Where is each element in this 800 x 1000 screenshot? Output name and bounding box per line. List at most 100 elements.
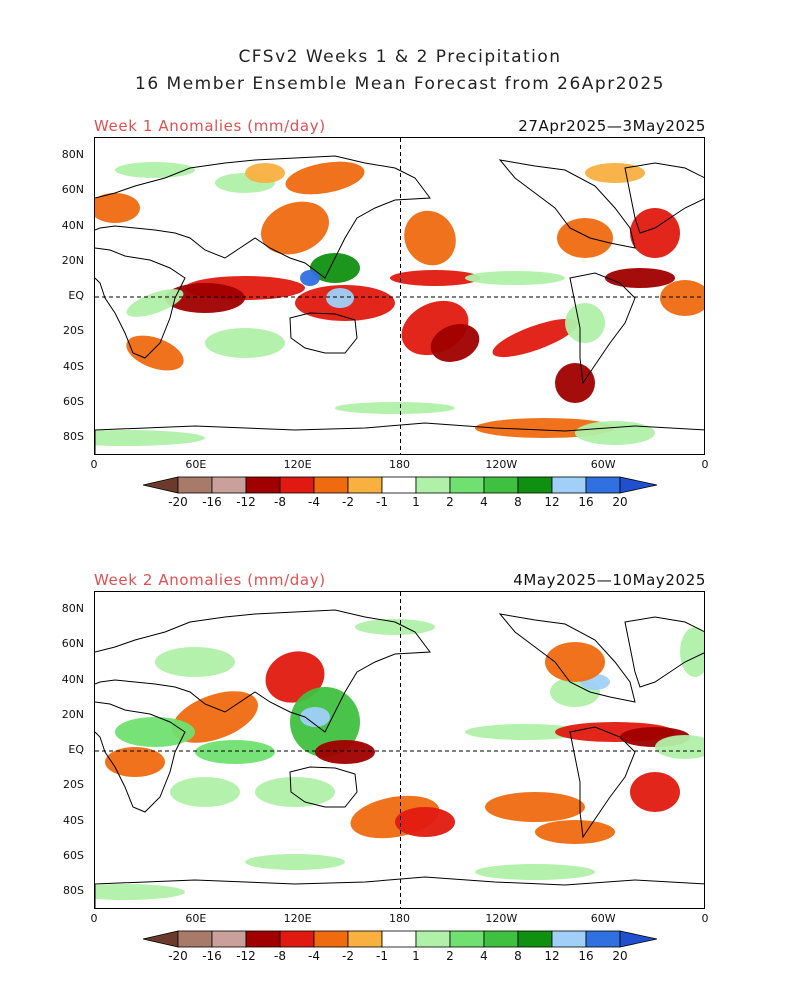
colorbar-swatch — [279, 930, 315, 948]
coastline — [289, 312, 358, 354]
colorbar-swatch — [313, 930, 349, 948]
precip-anomaly-region — [404, 210, 456, 266]
longitude-tick-label: 120W — [485, 458, 518, 471]
colorbar-tick-label: 20 — [612, 495, 628, 509]
coastline — [95, 422, 704, 454]
colorbar-swatch — [483, 476, 519, 494]
longitude-tick-label: 120W — [485, 912, 518, 925]
longitude-tick-label: 180 — [389, 458, 410, 471]
week1-panel-label: Week 1 Anomalies (mm/day) — [94, 117, 326, 135]
colorbar-tick-label: 16 — [578, 949, 594, 963]
precip-anomaly-region — [485, 792, 585, 822]
precip-anomaly-region — [335, 402, 455, 414]
colorbar-tick-label: -12 — [236, 949, 256, 963]
precip-anomaly-region — [492, 318, 578, 358]
longitude-tick-label: 120E — [283, 912, 312, 925]
longitude-tick-label: 60E — [185, 912, 207, 925]
colorbar-tick-label: -2 — [342, 495, 354, 509]
colorbar-tick-label: -16 — [202, 495, 222, 509]
colorbar-tick-label: 2 — [446, 495, 454, 509]
precip-anomaly-region — [326, 288, 354, 308]
coastline — [95, 155, 431, 279]
precip-anomaly-region — [245, 163, 285, 183]
coastline — [95, 609, 431, 733]
colorbar-swatch — [211, 476, 247, 494]
precip-anomaly-region — [170, 777, 240, 807]
colorbar-swatch — [415, 476, 451, 494]
colorbar-tick-label: 2 — [446, 949, 454, 963]
coastline — [289, 766, 358, 808]
colorbar-swatch — [585, 930, 621, 948]
colorbar-tick-label: 12 — [544, 495, 560, 509]
colorbar-tick-label: -1 — [376, 949, 388, 963]
latitude-tick-label: 60S — [63, 848, 84, 862]
longitude-tick-label: 0 — [90, 912, 98, 925]
colorbar-tick-label: -20 — [168, 495, 188, 509]
precip-anomaly-region — [310, 253, 360, 283]
precip-anomaly-region — [245, 854, 345, 870]
coastline — [569, 726, 636, 839]
precip-anomaly-region — [680, 627, 704, 677]
colorbar-tick-label: -1 — [376, 495, 388, 509]
precip-anomaly-region — [115, 162, 195, 178]
precip-anomaly-region — [105, 747, 165, 777]
chart-title-line2: 16 Member Ensemble Mean Forecast from 26… — [135, 74, 665, 94]
colorbar-tick-label: 16 — [578, 495, 594, 509]
latitude-tick-label: 20N — [61, 707, 84, 721]
colorbar-tick-label: -2 — [342, 949, 354, 963]
colorbar-right-arrow — [619, 930, 658, 948]
latitude-tick-label: 40S — [63, 813, 84, 827]
colorbar-swatch — [313, 476, 349, 494]
precip-anomaly-region — [545, 642, 605, 682]
precip-anomaly-region — [585, 163, 645, 183]
precip-anomaly-region — [165, 283, 245, 313]
colorbar-swatch — [177, 930, 213, 948]
precip-anomaly-region — [605, 268, 675, 288]
colorbar-tick-label: -8 — [274, 949, 286, 963]
latitude-tick-label: 40N — [61, 672, 84, 686]
chart-title-line1: CFSv2 Weeks 1 & 2 Precipitation — [238, 47, 562, 67]
colorbar-swatch — [551, 930, 587, 948]
colorbar-swatch — [517, 476, 553, 494]
precip-anomaly-region — [355, 619, 435, 635]
week1-anomaly-map — [94, 137, 705, 455]
week2-date-range: 4May2025—10May2025 — [513, 571, 706, 589]
colorbar-swatch — [585, 476, 621, 494]
colorbar-swatch — [245, 476, 281, 494]
colorbar-swatch — [381, 930, 417, 948]
colorbar-tick-label: 4 — [480, 949, 488, 963]
latitude-tick-label: 20N — [61, 253, 84, 267]
colorbar-right-arrow — [619, 476, 658, 494]
precip-anomaly-region — [265, 651, 325, 703]
precip-anomaly-region — [255, 777, 335, 807]
colorbar-tick-label: 12 — [544, 949, 560, 963]
colorbar-tick-label: -8 — [274, 495, 286, 509]
precip-anomaly-region — [630, 208, 680, 258]
precip-anomaly-region — [475, 864, 595, 880]
precip-anomaly-region — [390, 270, 480, 286]
precip-anomaly-region — [261, 201, 329, 255]
latitude-tick-label: 80N — [61, 602, 84, 615]
precip-anomaly-region — [565, 303, 605, 343]
precip-anomaly-region — [535, 820, 615, 844]
colorbar-tick-label: 4 — [480, 495, 488, 509]
colorbar-tick-label: -20 — [168, 949, 188, 963]
precip-anomaly-region — [557, 218, 613, 258]
latitude-tick-label: 20S — [63, 324, 84, 338]
colorbar — [142, 930, 658, 948]
precip-anomaly-region — [126, 335, 184, 371]
latitude-tick-label: EQ — [68, 743, 84, 756]
week1-date-range: 27Apr2025—3May2025 — [518, 117, 706, 135]
longitude-tick-label: 0 — [701, 912, 709, 925]
latitude-tick-label: 80N — [61, 148, 84, 161]
coastline — [95, 701, 186, 813]
colorbar-swatch — [415, 930, 451, 948]
precip-anomaly-region — [126, 289, 184, 317]
precip-anomaly-region — [575, 421, 655, 445]
precip-anomaly-region — [205, 328, 285, 358]
colorbar-tick-label: 1 — [412, 949, 420, 963]
latitude-tick-label: 60S — [63, 394, 84, 408]
colorbar-swatch — [551, 476, 587, 494]
latitude-tick-label: 40N — [61, 218, 84, 232]
precip-anomaly-region — [285, 161, 365, 195]
